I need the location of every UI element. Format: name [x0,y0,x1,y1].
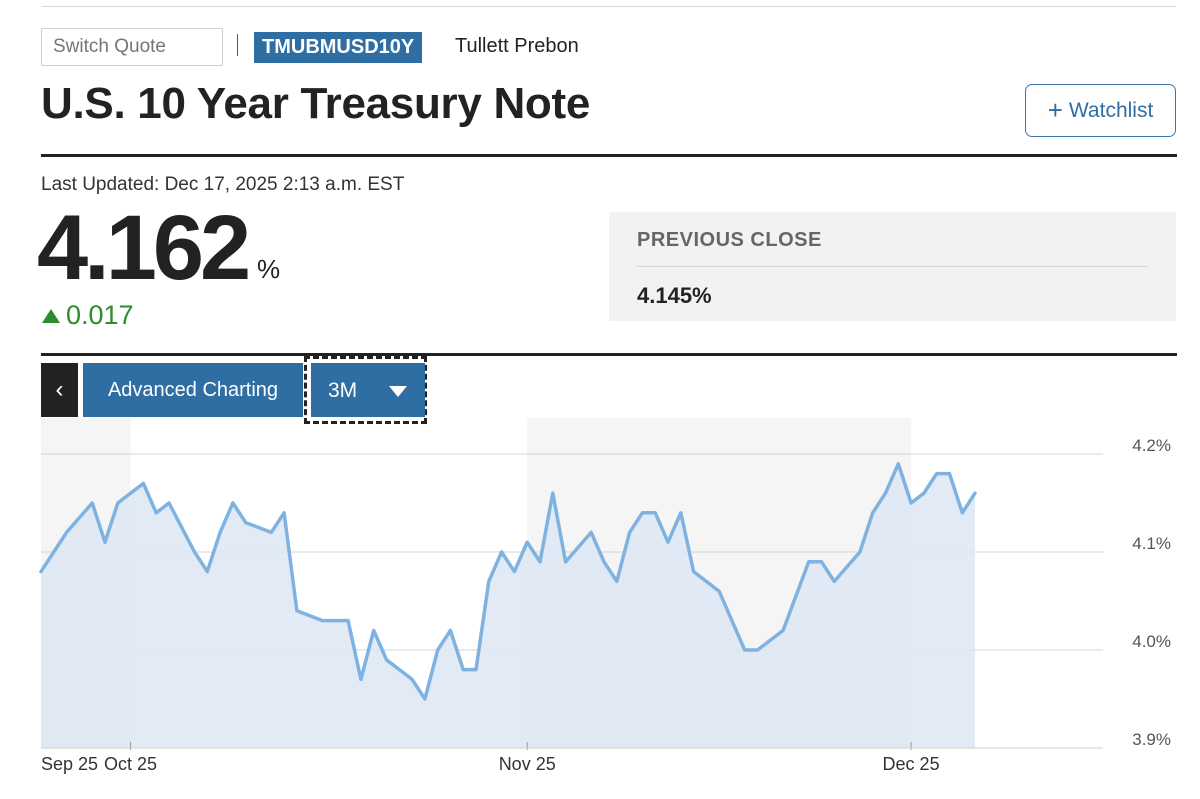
previous-close-label: PREVIOUS CLOSE [637,229,822,251]
y-tick-label: 4.1% [1132,534,1171,553]
range-focus-outline [304,356,427,424]
plus-icon: + [1047,94,1063,125]
watchlist-label: Watchlist [1068,98,1154,122]
last-updated: Last Updated: Dec 17, 2025 2:13 a.m. EST [41,174,405,195]
previous-close-divider [637,266,1148,267]
range-selected: 3M [328,379,358,402]
x-tick-label: Sep 25 [41,754,98,774]
current-yield: 4.162 [37,197,251,299]
series-area [41,463,975,748]
range-dropdown[interactable]: 3M [311,363,425,417]
y-tick-label: 4.0% [1132,632,1171,651]
chart-rule [41,353,1177,356]
top-divider [42,6,1176,7]
page-title: U.S. 10 Year Treasury Note [41,79,591,128]
add-to-watchlist-button[interactable]: + Watchlist [1025,84,1176,137]
arrow-up-icon [42,308,60,323]
quote-source: Tullett Prebon [455,35,579,57]
y-tick-label: 3.9% [1132,730,1171,749]
yield-unit: % [257,254,281,284]
change-amount: 0.017 [66,300,134,330]
previous-close-panel: PREVIOUS CLOSE 4.145% [609,212,1176,321]
switch-quote-input[interactable] [41,28,223,66]
header-separator [237,34,238,56]
x-tick-label: Dec 25 [883,754,940,774]
header-rule [41,154,1177,157]
ticker-badge: TMUBMUSD10Y [254,32,423,63]
change-value: 0.017 [42,300,134,331]
chevron-left-icon[interactable]: ‹ [41,363,78,417]
y-tick-label: 4.2% [1132,436,1171,455]
x-tick-label: Nov 25 [499,754,556,774]
series-line [39,462,977,701]
advanced-charting-button[interactable]: Advanced Charting [83,363,303,417]
caret-down-icon [389,386,407,397]
x-tick-label: Oct 25 [104,754,157,774]
previous-close-value: 4.145% [637,283,712,308]
